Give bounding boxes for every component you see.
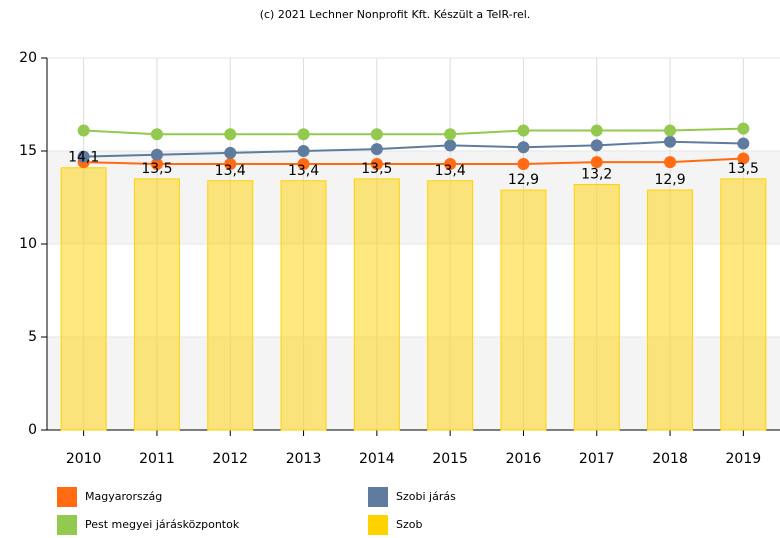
bar	[60, 167, 107, 431]
x-tick-label: 2013	[286, 451, 322, 467]
data-label: 13,4	[215, 163, 246, 179]
point	[297, 158, 310, 171]
legend-label: Szob	[396, 518, 422, 531]
point	[444, 139, 457, 152]
point	[370, 143, 383, 156]
bar	[427, 180, 474, 431]
bar	[720, 178, 767, 431]
x-tick-label: 2012	[212, 451, 248, 467]
point	[370, 128, 383, 141]
x-tick-label: 2011	[139, 451, 175, 467]
x-tick-label: 2017	[579, 451, 615, 467]
bar	[647, 189, 694, 431]
point	[664, 156, 677, 169]
point	[77, 150, 90, 163]
legend-label: Magyarország	[85, 490, 162, 503]
point	[224, 158, 237, 171]
point	[224, 146, 237, 159]
point	[297, 128, 310, 141]
legend-swatch	[368, 515, 388, 535]
point	[737, 122, 750, 135]
point	[517, 158, 530, 171]
line	[83, 140, 744, 158]
line	[83, 127, 744, 136]
point	[590, 139, 603, 152]
x-tick-label: 2015	[432, 451, 468, 467]
x-tick-label: 2016	[506, 451, 542, 467]
point	[517, 141, 530, 154]
point	[224, 128, 237, 141]
data-label: 13,2	[581, 166, 612, 182]
point	[370, 158, 383, 171]
point	[664, 124, 677, 137]
point	[590, 124, 603, 137]
x-tick-label: 2018	[652, 451, 688, 467]
legend-label: Pest megyei járásközpontok	[85, 518, 240, 531]
bar	[353, 178, 400, 431]
data-label: 14,1	[68, 150, 99, 166]
bar	[573, 183, 620, 431]
y-tick-label: 0	[28, 422, 37, 438]
legend-label: Szobi járás	[396, 490, 456, 503]
legend-swatch	[368, 487, 388, 507]
point	[737, 152, 750, 165]
chart-title: (c) 2021 Lechner Nonprofit Kft. Készült …	[260, 8, 531, 21]
data-label: 12,9	[508, 172, 539, 188]
data-label: 13,4	[288, 163, 319, 179]
point	[444, 128, 457, 141]
bar	[500, 189, 547, 431]
point	[517, 124, 530, 137]
point	[737, 137, 750, 150]
point	[77, 124, 90, 137]
line	[83, 157, 744, 166]
data-label: 13,5	[361, 161, 392, 177]
legend-swatch	[57, 487, 77, 507]
point	[150, 128, 163, 141]
point	[297, 145, 310, 157]
point	[590, 156, 603, 169]
point	[150, 158, 163, 171]
data-label: 12,9	[654, 172, 685, 188]
point	[664, 135, 677, 148]
x-tick-label: 2014	[359, 451, 395, 467]
y-tick-label: 5	[28, 329, 37, 345]
point	[150, 148, 163, 161]
data-label: 13,5	[141, 161, 172, 177]
legend-swatch	[57, 515, 77, 535]
y-tick-label: 15	[19, 143, 37, 159]
y-tick-label: 10	[19, 236, 37, 252]
data-label: 13,4	[435, 163, 466, 179]
data-label: 13,5	[728, 161, 759, 177]
point	[444, 158, 457, 171]
y-tick-label: 20	[19, 50, 37, 66]
bar	[280, 180, 327, 431]
x-tick-label: 2010	[66, 451, 102, 467]
bar	[207, 180, 254, 431]
bar	[133, 178, 180, 431]
x-tick-label: 2019	[726, 451, 762, 467]
